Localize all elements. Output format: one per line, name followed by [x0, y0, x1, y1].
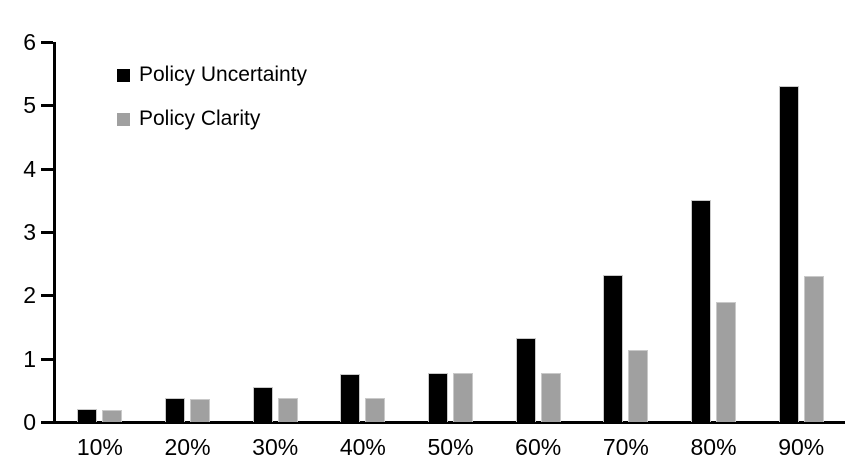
x-tick-label-80%: 80% — [690, 434, 737, 460]
bar-policy-clarity-10% — [102, 410, 123, 422]
bar-group-80% — [670, 42, 758, 422]
plot-area — [56, 42, 845, 422]
bar-group-10% — [56, 42, 144, 422]
y-tick-mark-2 — [41, 294, 53, 297]
y-tick-mark-3 — [41, 231, 53, 234]
y-tick-mark-5 — [41, 104, 53, 107]
bar-group-50% — [407, 42, 495, 422]
bar-policy-uncertainty-90% — [778, 86, 799, 422]
y-tick-label-0: 0 — [23, 409, 36, 435]
bar-group-30% — [231, 42, 319, 422]
x-tick-label-10%: 10% — [76, 434, 123, 460]
legend-label-policy-clarity: Policy Clarity — [139, 107, 261, 130]
x-tick-label-40%: 40% — [339, 434, 386, 460]
legend-swatch-policy-uncertainty-icon — [117, 68, 130, 82]
y-tick-label-1: 1 — [23, 346, 36, 372]
legend-item-policy-uncertainty: Policy Uncertainty — [117, 62, 307, 88]
bar-policy-clarity-70% — [628, 350, 649, 422]
x-axis-line — [53, 421, 845, 424]
x-tick-label-30%: 30% — [252, 434, 299, 460]
legend-label-policy-uncertainty: Policy Uncertainty — [139, 63, 308, 86]
x-tick-label-20%: 20% — [164, 434, 211, 460]
bar-policy-clarity-40% — [365, 398, 386, 422]
bar-group-40% — [319, 42, 407, 422]
x-tick-label-90%: 90% — [778, 434, 825, 460]
bar-policy-clarity-90% — [803, 276, 824, 422]
bar-policy-uncertainty-60% — [515, 338, 536, 422]
bar-group-60% — [494, 42, 582, 422]
y-tick-label-5: 5 — [23, 92, 36, 118]
bar-policy-clarity-50% — [453, 373, 474, 422]
bar-policy-clarity-80% — [716, 302, 737, 422]
bar-policy-uncertainty-20% — [165, 398, 185, 422]
bar-group-90% — [757, 42, 845, 422]
bar-policy-uncertainty-10% — [77, 409, 98, 422]
legend-swatch-policy-clarity-icon — [117, 112, 130, 126]
y-tick-label-3: 3 — [23, 219, 36, 245]
bar-policy-uncertainty-50% — [428, 373, 449, 422]
bar-policy-clarity-60% — [540, 373, 561, 422]
y-tick-label-4: 4 — [23, 156, 36, 182]
y-axis-line — [53, 42, 56, 424]
bar-group-70% — [582, 42, 670, 422]
bar-policy-uncertainty-70% — [603, 275, 624, 422]
y-tick-mark-0 — [41, 421, 53, 424]
y-tick-label-6: 6 — [23, 29, 36, 55]
bar-group-20% — [144, 42, 232, 422]
bar-policy-uncertainty-30% — [252, 387, 273, 422]
bar-policy-clarity-30% — [277, 398, 298, 422]
bar-policy-uncertainty-40% — [340, 374, 361, 422]
y-tick-mark-6 — [41, 41, 53, 44]
x-axis-labels: 10% 20% 30% 40% 50% 60% 70% 80% 90% — [56, 433, 845, 461]
bar-policy-uncertainty-80% — [691, 200, 712, 422]
x-tick-label-50%: 50% — [427, 434, 474, 460]
bar-policy-clarity-20% — [190, 399, 210, 422]
legend: Policy Uncertainty Policy Clarity — [117, 62, 307, 150]
y-tick-mark-4 — [41, 168, 53, 171]
x-tick-label-70%: 70% — [602, 434, 649, 460]
y-tick-label-2: 2 — [23, 282, 36, 308]
y-tick-mark-1 — [41, 358, 53, 361]
x-tick-label-60%: 60% — [515, 434, 562, 460]
legend-item-policy-clarity: Policy Clarity — [117, 106, 307, 132]
